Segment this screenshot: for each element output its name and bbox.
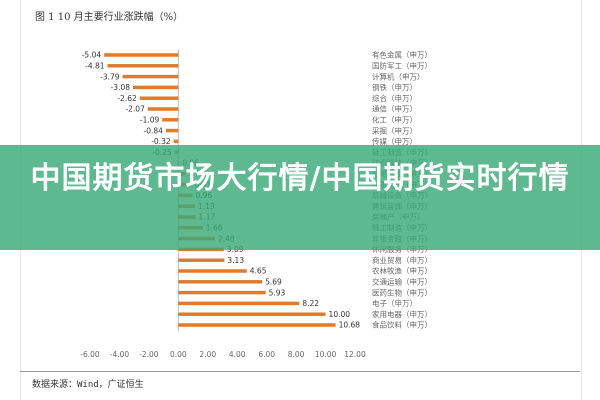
category-label: 采掘（申万）: [372, 125, 417, 135]
data-label: 10.68: [339, 321, 361, 330]
data-label: 4.65: [250, 267, 267, 276]
x-tick-label: -6.00: [80, 350, 100, 359]
category-label: 国防军工（申万）: [372, 61, 432, 71]
bar: [178, 280, 263, 284]
bar: [139, 96, 179, 100]
data-label: 8.22: [302, 299, 319, 308]
x-tick-label: -4.00: [110, 350, 130, 359]
bar: [162, 118, 179, 122]
data-label: -0.32: [151, 137, 171, 146]
bar: [178, 312, 326, 316]
data-label: 5.69: [265, 278, 282, 287]
data-label: -2.07: [125, 105, 145, 114]
banner-title: 中国期货市场大行情/中国期货实时行情: [30, 161, 570, 196]
data-label: -3.79: [100, 72, 120, 81]
bar: [173, 139, 179, 144]
data-label: -0.84: [144, 126, 164, 135]
bar: [165, 128, 179, 133]
category-label: 交通运输（申万）: [372, 277, 432, 287]
x-tick-label: 10.00: [315, 350, 337, 359]
overlay-banner: [0, 145, 600, 250]
bar: [178, 258, 225, 262]
x-tick-label: 8.00: [288, 350, 305, 359]
category-label: 商业贸易（申万）: [372, 255, 432, 265]
x-tick-label: 2.00: [199, 350, 216, 359]
category-label: 钢铁（申万）: [372, 82, 417, 92]
data-label: -1.09: [140, 116, 160, 125]
category-label: 传媒（申万）: [372, 136, 417, 146]
category-label: 医药生物（申万）: [372, 287, 432, 297]
x-tick-label: 0.00: [170, 350, 187, 359]
category-label: 家用电器（申万）: [372, 309, 432, 319]
data-label: 5.93: [269, 288, 286, 297]
category-label: 综合（申万）: [372, 93, 417, 103]
x-tick-label: 6.00: [258, 350, 275, 359]
x-tick-label: -2.00: [139, 350, 159, 359]
data-label: 10.00: [329, 310, 351, 319]
data-label: -2.62: [117, 94, 137, 103]
bar: [178, 323, 336, 327]
bar: [132, 85, 179, 90]
bar: [178, 269, 247, 273]
data-source-note: 数据来源：Wind，广证恒生: [32, 380, 144, 390]
bar: [107, 64, 179, 68]
data-label: -5.04: [82, 51, 102, 60]
data-label: -3.08: [111, 83, 131, 92]
data-label: -4.81: [85, 62, 105, 71]
category-label: 化工（申万）: [372, 115, 417, 125]
chart-title: 图 1 10 月主要行业涨跌幅（%）: [35, 12, 184, 23]
category-label: 电子（申万）: [372, 298, 417, 308]
data-label: 3.13: [227, 256, 244, 265]
bar: [122, 74, 179, 79]
footer-divider: [20, 371, 580, 372]
x-tick-label: 12.00: [344, 350, 366, 359]
category-label: 有色金属（申万）: [372, 50, 432, 60]
x-tick-label: 4.00: [229, 350, 246, 359]
bar: [178, 290, 266, 295]
bar: [147, 107, 179, 111]
bar: [104, 53, 179, 57]
category-label: 计算机（申万）: [372, 71, 425, 81]
category-label: 通信（申万）: [372, 104, 417, 114]
category-label: 农林牧渔（申万）: [372, 266, 432, 276]
category-label: 食品饮料（申万）: [372, 320, 432, 330]
bar: [178, 301, 300, 306]
